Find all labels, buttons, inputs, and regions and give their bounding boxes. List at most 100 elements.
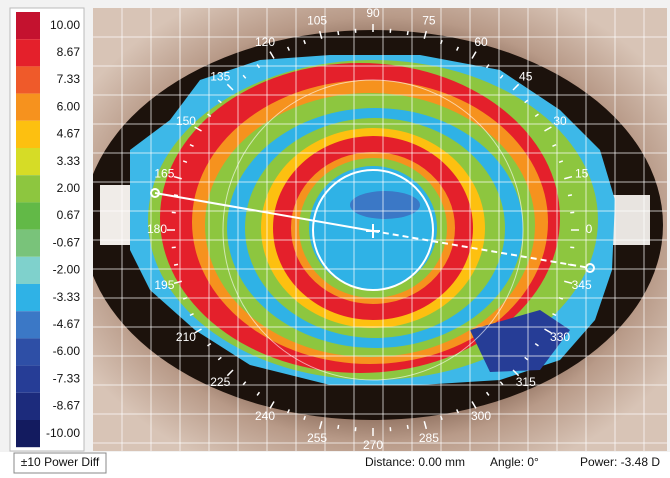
angle-label: 15 — [575, 166, 589, 180]
angle-tick — [406, 30, 409, 36]
angle-tick — [269, 401, 275, 409]
angle-tick — [217, 356, 222, 361]
scale-swatch — [16, 256, 40, 284]
scale-label: -10.00 — [46, 426, 80, 440]
angle-label: 0 — [586, 222, 593, 236]
angle-label: 150 — [176, 114, 196, 128]
angle-tick — [337, 424, 340, 430]
scale-label: 0.67 — [57, 208, 81, 222]
angle-tick — [303, 415, 306, 421]
angle-tick — [182, 297, 188, 300]
angle-tick — [455, 409, 460, 414]
mode-button[interactable] — [13, 452, 107, 474]
angle-tick — [485, 391, 490, 396]
scale-swatch — [16, 12, 40, 40]
measure-line — [154, 192, 374, 232]
angle-tick — [337, 30, 340, 36]
angle-label: 75 — [422, 14, 436, 28]
scale-swatch — [16, 392, 40, 420]
angle-tick — [226, 369, 234, 377]
angle-tick — [564, 280, 573, 285]
angle-tick — [182, 160, 188, 163]
angle-label: 285 — [419, 431, 439, 445]
scale-swatch — [16, 365, 40, 393]
angle-tick — [242, 74, 247, 79]
scale-swatch — [16, 93, 40, 121]
angle-label: 330 — [550, 330, 570, 344]
angle-tick — [534, 113, 539, 118]
angle-tick — [189, 312, 194, 317]
angle-tick — [318, 30, 323, 39]
angle-tick — [512, 83, 520, 91]
angle-label: 135 — [210, 69, 230, 83]
grid — [93, 8, 667, 451]
zone-circle — [312, 169, 434, 291]
status-power: Power: -3.48 D — [580, 455, 660, 469]
scale-label: -2.00 — [53, 263, 81, 277]
measure-line — [372, 230, 591, 269]
scale-label: -7.33 — [53, 371, 81, 385]
angle-tick — [173, 263, 179, 266]
angle-tick — [173, 280, 182, 285]
angle-tick — [499, 74, 504, 79]
angle-label: 195 — [154, 278, 174, 292]
angle-tick — [217, 99, 222, 104]
angle-tick — [189, 143, 194, 148]
scale-label: 6.00 — [57, 99, 81, 113]
angle-tick — [564, 175, 573, 180]
angle-tick — [207, 113, 212, 118]
eye-image — [93, 8, 667, 451]
scale-label: 4.67 — [57, 127, 81, 141]
angle-tick — [534, 342, 539, 347]
angle-label: 105 — [307, 14, 327, 28]
angle-tick — [207, 342, 212, 347]
angle-tick — [558, 160, 564, 163]
angle-tick — [440, 39, 443, 45]
measure-point — [585, 263, 595, 273]
angle-label: 255 — [307, 431, 327, 445]
angle-label: 180 — [147, 222, 167, 236]
scale-swatch — [16, 284, 40, 312]
angle-tick — [194, 126, 202, 132]
scale-swatch — [16, 148, 40, 176]
status-angle: Angle: 0° — [490, 455, 539, 469]
angle-label: 60 — [474, 35, 488, 49]
angle-label: 225 — [210, 375, 230, 389]
scale-label: -3.33 — [53, 290, 81, 304]
angle-label: 210 — [176, 330, 196, 344]
angle-tick — [194, 328, 202, 334]
scale-swatch — [16, 39, 40, 67]
angle-label: 45 — [519, 69, 533, 83]
angle-tick — [423, 421, 428, 430]
angle-tick — [256, 391, 261, 396]
scale-swatch — [16, 202, 40, 230]
angle-tick — [524, 99, 529, 104]
scale-swatch — [16, 66, 40, 94]
scale-label: 8.67 — [57, 45, 81, 59]
angle-label: 315 — [516, 375, 536, 389]
angle-tick — [173, 175, 182, 180]
angle-tick — [423, 30, 428, 39]
angle-tick — [286, 46, 291, 51]
scale-swatch — [16, 120, 40, 148]
angle-label: 300 — [471, 409, 491, 423]
angle-tick — [440, 415, 443, 421]
color-scale: 10.00 8.67 7.33 6.00 4.67 3.33 2.00 0.67 -0.67 -2… — [16, 12, 81, 448]
scale-label: 2.00 — [57, 181, 81, 195]
angle-label: 345 — [572, 278, 592, 292]
angle-tick — [242, 381, 247, 386]
angle-label: 30 — [553, 114, 567, 128]
angle-tick — [558, 297, 564, 300]
scale-label: 3.33 — [57, 154, 81, 168]
angle-ring: 0 15 30 45 60 75 90 105 120 135 150 165 180 195 210 225… — [147, 6, 593, 452]
angle-tick — [471, 401, 477, 409]
button-label[interactable]: ±10 Power Diff — [21, 455, 100, 469]
angle-tick — [485, 64, 490, 69]
scale-label: 7.33 — [57, 72, 81, 86]
angle-tick — [173, 194, 179, 197]
angle-tick — [512, 369, 520, 377]
scale-swatch — [16, 420, 40, 448]
scale-swatch — [16, 311, 40, 339]
angle-tick — [286, 409, 291, 414]
